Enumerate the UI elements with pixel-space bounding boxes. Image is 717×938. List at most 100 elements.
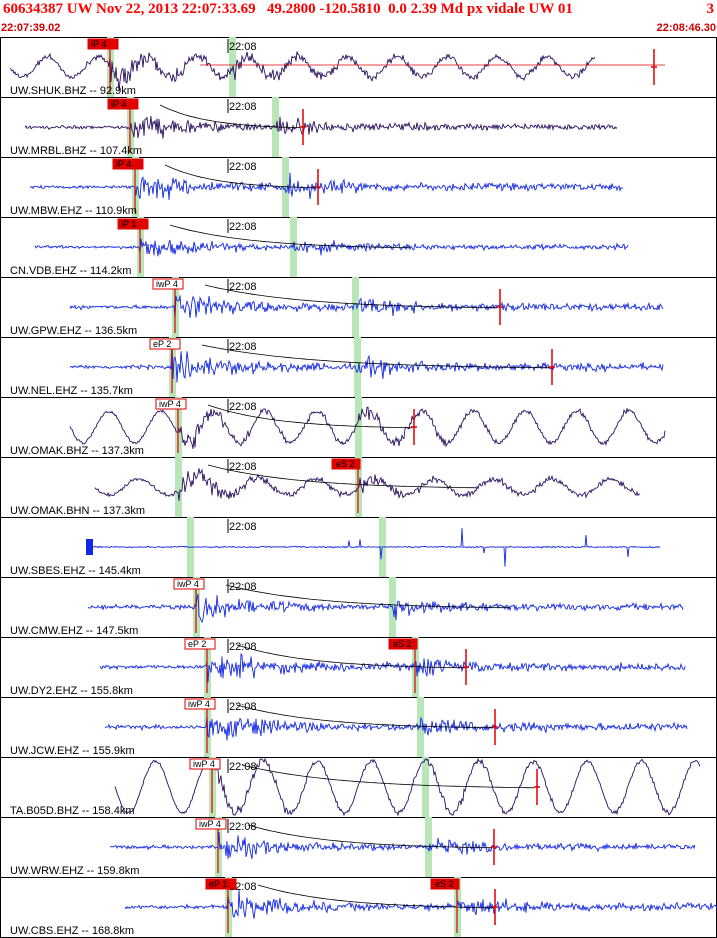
s-phase-window — [354, 337, 361, 397]
minute-tick-label: 22:08 — [229, 461, 257, 473]
p-pick-flag[interactable] — [184, 638, 216, 650]
start-time: 22:07:39.02 — [1, 22, 61, 34]
station-label: UW.CBS.EHZ -- 168.8km — [10, 925, 134, 937]
p-pick-flag[interactable] — [173, 578, 205, 590]
station-label: UW.SBES.EHZ -- 145.4km — [10, 565, 141, 577]
trace-row[interactable]: 22:08 iwP 4 UW.GPW.EHZ -- 136.5km — [0, 277, 717, 337]
minute-tick-label: 22:08 — [229, 101, 257, 113]
trace-row[interactable]: 22:08 iwP 4 UW.JCW.EHZ -- 155.9km — [0, 697, 717, 757]
trace-row[interactable]: 22:08 iP 1 CN.VDB.EHZ -- 114.2km — [0, 217, 717, 277]
trace-row[interactable]: 22:08 iP 4 UW.SHUK.BHZ -- 92.9km — [9, 37, 665, 97]
s-pick-flag[interactable] — [430, 878, 460, 890]
station-label: UW.NEL.EHZ -- 135.7km — [10, 385, 133, 397]
coda-curve — [247, 824, 493, 849]
waveform — [124, 889, 717, 919]
coda-curve — [236, 704, 494, 729]
p-pick-label: iwP 4 — [159, 399, 181, 409]
waveform — [69, 406, 666, 449]
p-pick-flag[interactable] — [155, 398, 187, 410]
s-pick-label: eS 2 — [336, 459, 355, 469]
waveform — [69, 340, 664, 383]
coda-curve — [241, 764, 535, 789]
p-pick-flag[interactable] — [189, 758, 221, 770]
p-pick-label: iwP 4 — [177, 579, 199, 589]
coda-curve — [201, 344, 551, 369]
station-label: UW.OMAK.BHN -- 137.3km — [10, 505, 145, 517]
s-pick-flag[interactable] — [388, 638, 418, 650]
s-pick-label: eS 2 — [435, 879, 454, 889]
minute-tick-label: 22:08 — [229, 161, 257, 173]
waveform — [104, 716, 688, 741]
coda-curve — [207, 404, 413, 429]
station-label: TA.B05D.BHZ -- 158.4km — [10, 805, 135, 817]
trace-row[interactable]: 22:08 iwP 4 UW.OMAK.BHZ -- 137.3km — [0, 397, 717, 457]
station-label: UW.MRBL.BHZ -- 107.4km — [10, 145, 142, 157]
coda-curve — [225, 584, 511, 609]
p-pick-label: iP 4 — [111, 99, 126, 109]
p-pick-flag[interactable] — [205, 878, 237, 890]
p-pick-flag[interactable] — [112, 158, 144, 170]
p-pick-label: iP 4 — [91, 39, 106, 49]
minute-tick-label: 22:08 — [229, 41, 257, 53]
s-phase-window — [425, 817, 432, 877]
trace-row[interactable]: 22:08 eP 2 UW.NEL.EHZ -- 135.7km — [0, 337, 717, 397]
trace-row[interactable]: 22:08 iwP 4 TA.B05D.BHZ -- 158.4km — [0, 757, 717, 817]
minute-tick-label: 22:08 — [229, 521, 257, 533]
p-pick-label: eP 2 — [188, 639, 206, 649]
p-pick-flag[interactable] — [152, 278, 184, 290]
minute-tick-label: 22:08 — [229, 761, 257, 773]
p-pick-label: iwP 4 — [199, 819, 221, 829]
station-label: UW.GPW.EHZ -- 136.5km — [10, 325, 137, 337]
waveform — [34, 238, 629, 257]
p-pick-label: eP 2 — [153, 339, 171, 349]
waveform — [87, 528, 661, 567]
p-pick-label: iwP 4 — [156, 279, 178, 289]
p-pick-flag[interactable] — [107, 98, 139, 110]
p-pick-flag[interactable] — [184, 698, 216, 710]
waveform — [99, 652, 686, 683]
page-indicator: 3 — [706, 1, 715, 17]
trace-row[interactable]: 22:08 iwP 4 UW.WRW.EHZ -- 159.8km — [0, 817, 717, 877]
waveform — [9, 51, 596, 91]
s-phase-window — [355, 397, 362, 457]
waveform — [29, 172, 624, 200]
waveform — [94, 468, 641, 501]
event-title: 60634387 UW Nov 22, 2013 22:07:33.69 49.… — [3, 1, 573, 17]
minute-tick-label: 22:08 — [229, 341, 257, 353]
s-pick-label: eS 2 — [393, 639, 412, 649]
minute-tick-label: 22:08 — [229, 821, 257, 833]
station-label: UW.MBW.EHZ -- 110.9km — [10, 205, 137, 217]
p-pick-flag[interactable] — [149, 338, 181, 350]
trace-row[interactable]: 22:08 eS 2 UW.OMAK.BHN -- 137.3km — [0, 457, 717, 517]
coda-curve — [159, 104, 301, 129]
coda-curve — [164, 164, 318, 189]
header: 60634387 UW Nov 22, 2013 22:07:33.69 49.… — [0, 0, 717, 38]
station-label: UW.DY2.EHZ -- 155.8km — [10, 685, 133, 697]
station-label: UW.SHUK.BHZ -- 92.9km — [10, 85, 136, 97]
station-label: UW.JCW.EHZ -- 155.9km — [10, 745, 135, 757]
trace-row[interactable]: 22:08 iP 4 UW.MBW.EHZ -- 110.9km — [0, 157, 717, 217]
seismogram-canvas[interactable]: 22:08 iP 4 UW.SHUK.BHZ -- 92.9km 22:08 iP 4 U… — [0, 37, 717, 938]
minute-tick-label: 22:08 — [229, 281, 257, 293]
p-phase-window — [175, 457, 182, 517]
end-time: 22:08:46.30 — [656, 22, 716, 34]
waveform — [24, 116, 618, 139]
p-pick-flag[interactable] — [195, 818, 227, 830]
station-label: UW.OMAK.BHZ -- 137.3km — [10, 445, 144, 457]
p-pick-label: iwP 4 — [193, 759, 215, 769]
trace-row[interactable]: 22:08 iP 4 UW.MRBL.BHZ -- 107.4km — [0, 97, 717, 157]
waveform — [87, 593, 684, 624]
coda-curve — [207, 464, 477, 489]
p-pick-label: iP 1 — [121, 219, 136, 229]
trace-row[interactable]: 22:08 UW.SBES.EHZ -- 145.4km — [0, 517, 717, 577]
station-label: UW.CMW.EHZ -- 147.5km — [10, 625, 138, 637]
waveform-burst — [86, 539, 93, 555]
seismogram-plot[interactable]: 22:08 iP 4 UW.SHUK.BHZ -- 92.9km 22:08 iP 4 U… — [0, 37, 717, 938]
p-pick-flag[interactable] — [87, 38, 119, 50]
minute-tick-label: 22:08 — [229, 221, 257, 233]
s-pick-flag[interactable] — [331, 458, 361, 470]
p-pick-flag[interactable] — [117, 218, 149, 230]
